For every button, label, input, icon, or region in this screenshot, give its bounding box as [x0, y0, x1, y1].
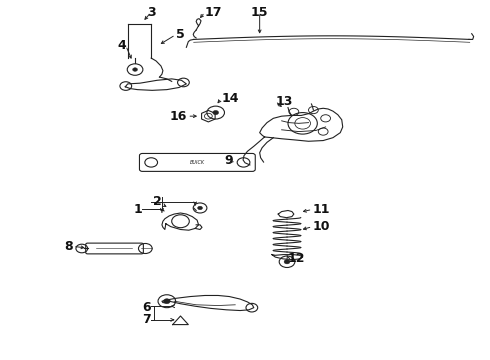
Circle shape — [163, 299, 170, 304]
Text: 11: 11 — [313, 203, 330, 216]
Circle shape — [197, 206, 202, 210]
Text: 9: 9 — [224, 154, 233, 167]
Text: 12: 12 — [288, 252, 305, 265]
Text: 4: 4 — [117, 39, 126, 52]
Text: 10: 10 — [313, 220, 330, 233]
Text: 2: 2 — [153, 195, 162, 208]
Text: 16: 16 — [170, 110, 187, 123]
Text: 15: 15 — [251, 6, 269, 19]
Text: 17: 17 — [205, 6, 222, 19]
Text: 13: 13 — [275, 95, 293, 108]
Text: 6: 6 — [143, 301, 151, 314]
Text: BUICK: BUICK — [190, 160, 205, 165]
Text: 3: 3 — [147, 6, 155, 19]
Text: 5: 5 — [175, 28, 184, 41]
Text: 8: 8 — [64, 240, 73, 253]
Text: 7: 7 — [143, 313, 151, 327]
Circle shape — [213, 111, 219, 115]
Text: 1: 1 — [134, 203, 143, 216]
Circle shape — [284, 260, 290, 264]
Text: 14: 14 — [221, 92, 239, 105]
Circle shape — [133, 68, 138, 71]
